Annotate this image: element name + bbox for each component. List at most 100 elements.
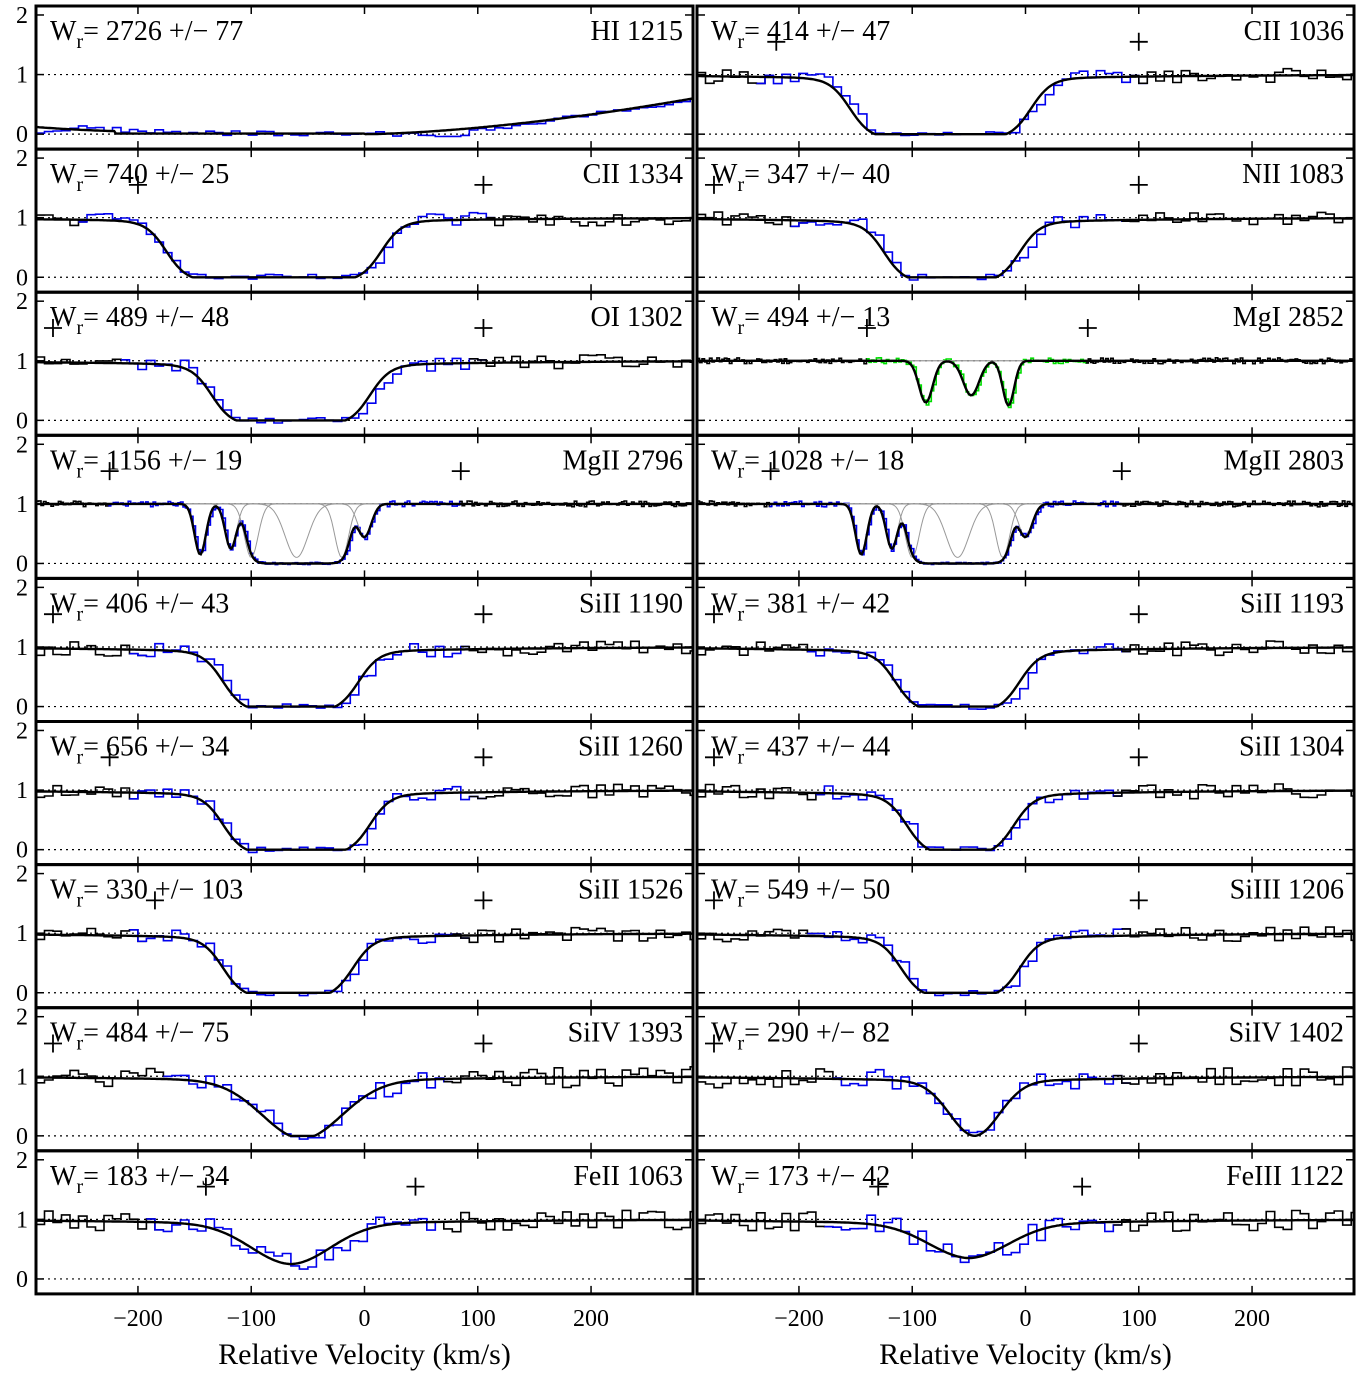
- y-tick-label: 2: [16, 289, 28, 315]
- integration-limit-marker: [704, 605, 723, 624]
- y-tick-label: 1: [16, 635, 28, 661]
- panel-cii-1334: 0 1 2 Wr= 740 +/− 25 CII 1334: [16, 146, 695, 294]
- component-curve: [36, 503, 692, 558]
- y-tick-label: 2: [16, 146, 28, 172]
- component-curve: [697, 360, 1353, 403]
- panel-mgii-2796: 0 1 2 Wr= 1156 +/− 19 MgII 2796: [16, 432, 695, 580]
- model-fit: [36, 502, 692, 565]
- spectrum-right: [1121, 640, 1354, 657]
- component-curve: [36, 503, 692, 555]
- model-fit: [697, 502, 1353, 565]
- y-tick-label: 0: [16, 1124, 28, 1150]
- integration-limit-marker: [451, 462, 470, 481]
- y-tick-label: 1: [16, 492, 28, 518]
- integration-limit-marker: [704, 1034, 723, 1053]
- y-tick-label: 1: [16, 1207, 28, 1233]
- ion-label: SiII 1190: [579, 588, 683, 619]
- spectrum-left: [36, 927, 147, 943]
- model-fit: [697, 1075, 1353, 1137]
- spectrum-fit-region: [832, 1068, 1131, 1134]
- y-tick-label: 0: [16, 695, 28, 721]
- ion-label: SiII 1526: [578, 875, 683, 906]
- equivalent-width-label: Wr= 347 +/− 40: [711, 159, 890, 196]
- integration-limit-marker: [474, 175, 493, 194]
- ion-label: MgI 2852: [1233, 302, 1344, 333]
- equivalent-width-label: Wr= 484 +/− 75: [50, 1018, 229, 1055]
- spectrum-right: [1121, 926, 1354, 942]
- panel-siii-1190: 0 1 2 Wr= 406 +/− 43 SiII 1190: [16, 575, 695, 724]
- model-fit: [36, 1075, 692, 1138]
- x-tick-label: 0: [359, 1306, 371, 1332]
- ion-label: FeIII 1122: [1226, 1161, 1344, 1192]
- component-curve: [36, 503, 692, 538]
- ion-label: SiII 1304: [1239, 732, 1344, 763]
- spectrum-right: [1120, 500, 1354, 508]
- spectrum-right: [1113, 1209, 1354, 1232]
- x-tick-label: 200: [573, 1306, 609, 1332]
- equivalent-width-label: Wr= 414 +/− 47: [711, 16, 890, 53]
- spectrum-fit-region: [108, 500, 463, 566]
- y-tick-label: 1: [16, 1064, 28, 1090]
- spectrum-left: [697, 1211, 842, 1232]
- model-fit: [697, 73, 1353, 136]
- y-tick-label: 2: [16, 1005, 28, 1031]
- component-curve: [697, 503, 1353, 558]
- spectrum-left: [697, 211, 808, 228]
- integration-limit-marker: [100, 748, 119, 767]
- integration-limit-marker: [43, 605, 62, 624]
- equivalent-width-label: Wr= 330 +/− 103: [50, 875, 243, 912]
- y-tick-label: 2: [16, 1148, 28, 1174]
- x-axis-label-left: Relative Velocity (km/s): [218, 1338, 511, 1371]
- equivalent-width-label: Wr= 173 +/− 42: [711, 1161, 890, 1198]
- spectrum-fit-region: [121, 357, 487, 424]
- integration-limit-marker: [128, 175, 147, 194]
- model-fit: [36, 1218, 692, 1266]
- y-tick-label: 2: [16, 432, 28, 458]
- spectrum-right: [486, 214, 693, 227]
- y-tick-label: 2: [16, 3, 28, 29]
- spectrum-right: [435, 1209, 693, 1233]
- equivalent-width-label: Wr= 406 +/− 43: [50, 588, 229, 625]
- ion-label: FeII 1063: [573, 1161, 683, 1192]
- integration-limit-marker: [145, 891, 164, 910]
- spectrum-fit-region: [129, 642, 470, 709]
- model-fit: [36, 646, 692, 708]
- spectrum-fit-region: [78, 211, 495, 280]
- spectrum-fit-region: [146, 1216, 444, 1270]
- ion-label: SiIV 1402: [1229, 1018, 1344, 1049]
- equivalent-width-label: Wr= 656 +/− 34: [50, 732, 229, 769]
- y-tick-label: 2: [16, 862, 28, 888]
- component-curve: [697, 360, 1353, 406]
- ion-label: SiII 1260: [578, 732, 683, 763]
- model-fit: [697, 1218, 1353, 1260]
- model-fit: [36, 360, 692, 422]
- x-tick-label: −200: [774, 1306, 824, 1332]
- model-fit: [697, 217, 1353, 279]
- y-tick-label: 1: [16, 921, 28, 947]
- panel-mgii-2803: Wr= 1028 +/− 18 MgII 2803: [695, 433, 1356, 580]
- model-fit: [697, 646, 1353, 708]
- x-axis-label-right: Relative Velocity (km/s): [879, 1338, 1172, 1371]
- y-tick-label: 2: [16, 575, 28, 601]
- spectrum-right: [460, 640, 693, 657]
- component-curve: [697, 503, 1353, 559]
- x-axes: Relative Velocity (km/s) Relative Veloci…: [113, 1306, 1270, 1371]
- integration-limit-marker: [43, 318, 62, 337]
- x-tick-label: 100: [460, 1306, 496, 1332]
- ion-label: CII 1334: [583, 159, 683, 190]
- integration-limit-marker: [869, 1177, 888, 1196]
- integration-limit-marker: [704, 175, 723, 194]
- integration-limit-marker: [767, 32, 786, 51]
- equivalent-width-label: Wr= 290 +/− 82: [711, 1018, 890, 1055]
- y-tick-label: 0: [16, 838, 28, 864]
- integration-limit-marker: [406, 1177, 425, 1196]
- component-curve: [36, 503, 692, 559]
- model-fit: [35, 97, 693, 136]
- y-tick-label: 0: [16, 265, 28, 291]
- y-tick-label: 0: [16, 551, 28, 577]
- integration-limit-marker: [43, 1034, 62, 1053]
- equivalent-width-label: Wr= 494 +/− 13: [711, 302, 890, 339]
- integration-limit-marker: [1129, 175, 1148, 194]
- panel-siii-1304: Wr= 437 +/− 44 SiII 1304: [695, 720, 1356, 867]
